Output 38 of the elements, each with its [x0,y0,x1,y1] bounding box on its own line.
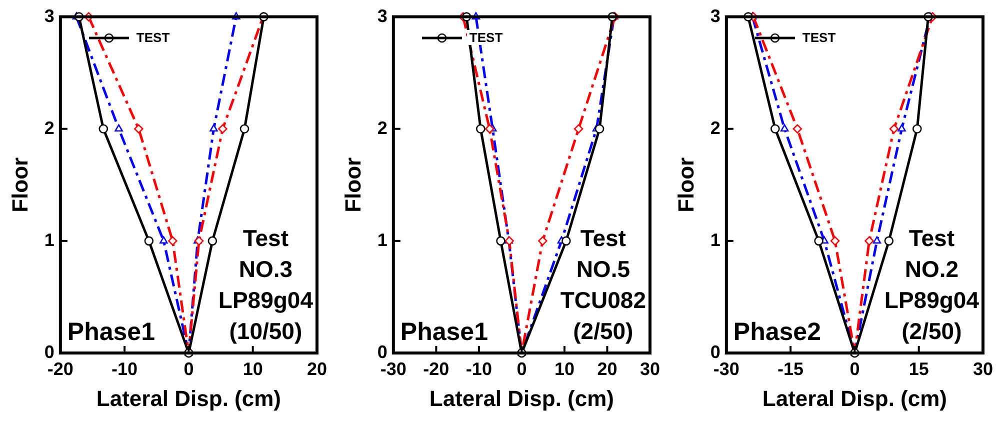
annotation: Phase1 [67,318,156,346]
y-tick-label: 2 [44,118,54,138]
x-axis-title: Lateral Disp. (cm) [429,386,614,411]
y-tick-label: 1 [710,230,720,250]
x-tick-label: -20 [423,358,450,379]
y-axis-title: Floor [673,156,698,212]
y-tick-label: 2 [377,118,388,138]
x-tick-label: 20 [306,358,328,379]
y-tick-label: 1 [44,230,54,250]
x-tick-label: -15 [778,358,804,379]
x-tick-label: -10 [112,358,138,379]
y-tick-label: 3 [44,6,54,26]
x-tick-label: 10 [554,358,574,379]
y-tick-label: 3 [377,6,388,26]
x-tick-label: 0 [850,358,860,379]
x-tick-label: 15 [908,358,929,379]
annotation: Test NO.2 LP89g04 (2/50) [884,225,980,344]
y-axis-title: Floor [340,156,366,212]
y-tick-label: 3 [710,6,720,26]
x-tick-label: 0 [184,358,194,379]
x-tick-label: 30 [972,358,994,379]
x-tick-label: -10 [466,358,492,379]
legend-label: TEST [800,30,838,46]
y-axis-title: Floor [7,156,32,212]
annotation: Test NO.5 TCU082 (2/50) [560,225,646,344]
x-tick-label: 20 [597,358,618,379]
x-tick-label: 0 [516,358,527,379]
annotation: Phase2 [733,318,821,346]
x-tick-label: 30 [640,358,660,379]
x-tick-label: 10 [242,358,263,379]
annotation: Phase1 [400,318,488,346]
legend-label: TEST [134,30,172,46]
y-tick-label: 2 [710,118,720,138]
legend-label: TEST [467,30,505,46]
x-axis-title: Lateral Disp. (cm) [762,386,948,411]
annotation: Test NO.3 LP89g04 (10/50) [218,225,314,344]
y-tick-label: 1 [377,230,388,250]
x-axis-title: Lateral Disp. (cm) [96,386,282,411]
